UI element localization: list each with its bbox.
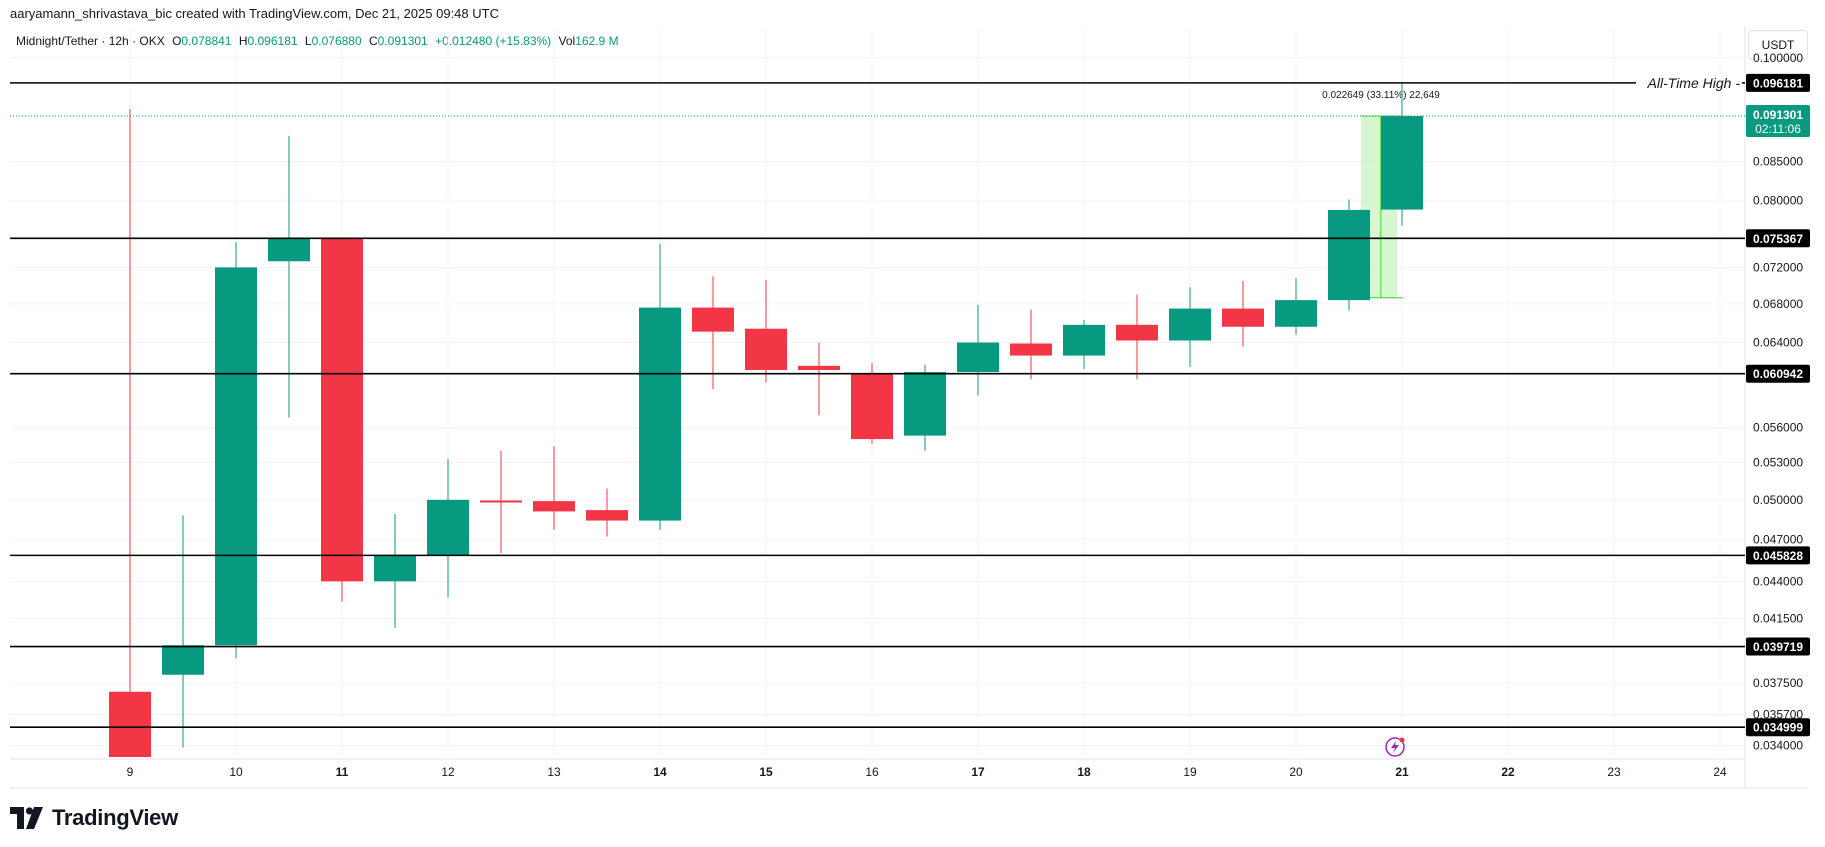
tradingview-logo-icon [10,807,43,829]
candle-body[interactable] [321,238,363,582]
candle-body[interactable] [692,307,734,332]
price-tick-label: 0.100000 [1753,51,1803,65]
candle-body[interactable] [533,501,575,512]
change-value: +0.012480 (+15.83%) [435,34,552,48]
level-price-label: 0.045828 [1753,549,1803,563]
lightning-icon[interactable] [1385,737,1405,757]
candle-body[interactable] [639,307,681,521]
time-tick-label: 22 [1501,765,1515,779]
level-price-badge [1746,73,1810,92]
time-tick-label: 21 [1395,765,1409,779]
candle-body[interactable] [109,691,151,757]
symbol-name[interactable]: Midnight/Tether · 12h · OKX [16,34,165,48]
chart-caption: aaryamann_shrivastava_bic created with T… [10,6,499,21]
price-range-label: 0.022649 (33.11%) 22,649 [1322,90,1440,101]
level-price-badge [1746,718,1810,737]
candle-body[interactable] [1222,308,1264,327]
last-price-label: 0.091301 [1753,108,1803,122]
close-label: C [369,34,378,48]
level-price-label: 0.096181 [1753,76,1803,90]
price-tick-label: 0.080000 [1753,193,1803,207]
level-price-label: 0.075367 [1753,232,1803,246]
candle-body[interactable] [1169,308,1211,341]
price-tick-label: 0.037500 [1753,676,1803,690]
candle-body[interactable] [427,499,469,556]
time-tick-label: 14 [653,765,667,779]
price-tick-label: 0.034000 [1753,739,1803,753]
time-tick-label: 12 [441,765,455,779]
all-time-high-label: All-Time High - [1647,75,1741,91]
time-tick-label: 11 [336,765,349,779]
last-price-badge [1746,105,1810,138]
volume-value: 162.9 M [575,34,619,48]
lightning-bolt-icon [1391,741,1399,753]
candle-body[interactable] [851,373,893,440]
symbol-legend: Midnight/Tether · 12h · OKX O0.078841 H0… [16,34,619,48]
price-tick-label: 0.050000 [1753,493,1803,507]
time-tick-label: 20 [1289,765,1303,779]
price-tick-label: 0.047000 [1753,532,1803,546]
low-value: 0.076880 [311,34,362,48]
level-price-badge [1746,229,1810,248]
time-tick-label: 13 [547,765,561,779]
time-tick-label: 19 [1183,765,1197,779]
candle-body[interactable] [1116,324,1158,341]
time-tick-label: 18 [1077,765,1091,779]
tradingview-wordmark: TradingView [52,805,178,830]
level-price-label: 0.060942 [1753,367,1803,381]
time-tick-label: 24 [1713,765,1727,779]
level-price-badge [1746,637,1810,656]
level-price-badge [1746,546,1810,565]
price-tick-label: 0.064000 [1753,336,1803,350]
high-value: 0.096181 [247,34,298,48]
candle-body[interactable] [1275,300,1317,327]
time-tick-label: 9 [127,765,134,779]
candle-body[interactable] [1063,324,1105,356]
price-tick-label: 0.044000 [1753,574,1803,588]
level-annotation-bg [1636,73,1742,91]
candle-body[interactable] [957,342,999,373]
price-tick-label: 0.085000 [1753,155,1803,169]
open-value: 0.078841 [181,34,232,48]
low-label: L [304,34,312,48]
time-tick-label: 15 [759,765,773,779]
high-label: H [238,34,248,48]
price-tick-label: 0.035700 [1753,708,1803,722]
candle-body[interactable] [1328,209,1370,301]
candle-body[interactable] [1010,343,1052,356]
candle-body[interactable] [798,365,840,370]
candle-body[interactable] [215,267,257,646]
level-price-badge [1746,364,1810,383]
price-tick-label: 0.041500 [1753,612,1803,626]
price-tick-label: 0.056000 [1753,421,1803,435]
time-tick-label: 10 [229,765,243,779]
time-tick-label: 23 [1607,765,1621,779]
time-tick-label: 16 [865,765,879,779]
price-tick-label: 0.072000 [1753,260,1803,274]
candle-body[interactable] [586,510,628,521]
price-tick-label: 0.068000 [1753,297,1803,311]
volume-label: Vol [558,34,576,48]
alert-dot-icon [1399,737,1405,743]
bar-countdown-label: 02:11:06 [1755,122,1801,136]
candle-body[interactable] [480,500,522,503]
close-value: 0.091301 [377,34,428,48]
currency-button[interactable]: USDT [1748,30,1808,60]
candle-body[interactable] [268,238,310,262]
candle-body[interactable] [162,645,204,675]
price-tick-label: 0.053000 [1753,456,1803,470]
candlestick-chart[interactable]: 0.100000 0.085000 0.080000 0.072000 0.068000… [0,0,1825,800]
level-price-label: 0.034999 [1753,721,1803,735]
candle-body[interactable] [374,555,416,582]
open-label: O [172,34,182,48]
candle-body[interactable] [745,328,787,370]
tradingview-logo[interactable]: TradingView [10,805,178,831]
candle-body[interactable] [904,372,946,436]
level-price-label: 0.039719 [1753,640,1803,654]
time-tick-label: 17 [971,765,985,779]
candle-body[interactable] [1381,116,1423,210]
